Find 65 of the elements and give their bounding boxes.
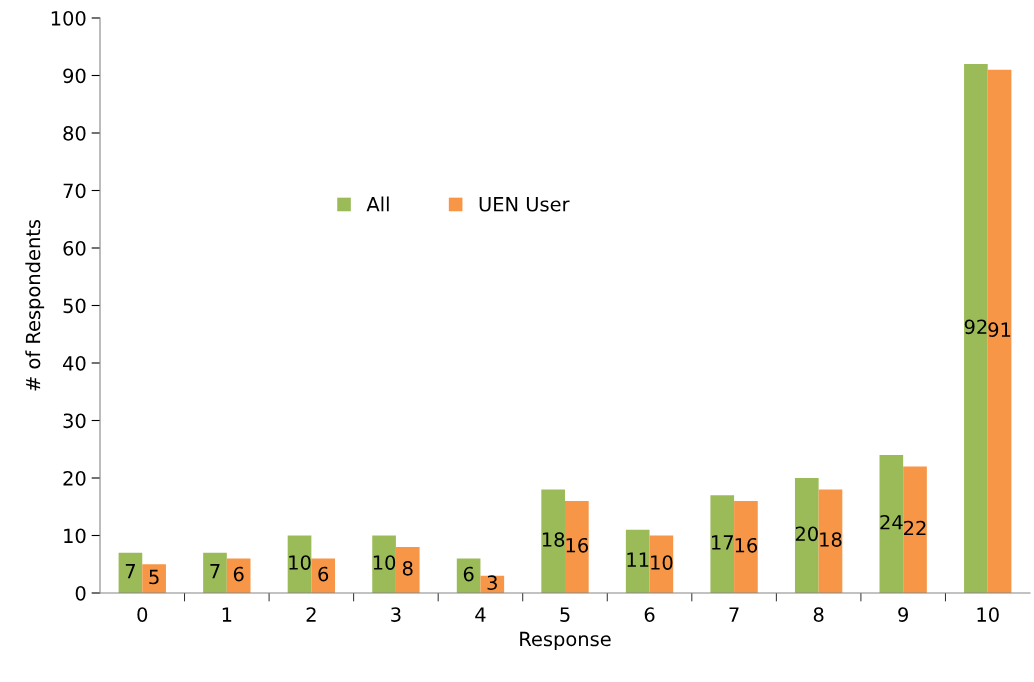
y-tick-label: 70 xyxy=(63,183,86,199)
bar xyxy=(710,495,735,593)
data-label: 7 xyxy=(210,564,220,579)
y-tick-label: 60 xyxy=(63,240,86,256)
data-label: 5 xyxy=(149,569,159,585)
x-tick-label: 0 xyxy=(137,607,148,622)
data-label: 6 xyxy=(233,566,244,582)
data-label: 16 xyxy=(566,537,588,553)
x-tick-label: 6 xyxy=(644,607,655,622)
bar xyxy=(879,455,904,593)
bar xyxy=(964,64,988,593)
x-tick-label: 8 xyxy=(813,607,824,622)
data-label: 6 xyxy=(318,566,329,582)
bar xyxy=(395,547,420,593)
data-label: 17 xyxy=(712,535,733,550)
data-label: 18 xyxy=(820,532,842,547)
bar xyxy=(372,535,396,593)
bar xyxy=(987,69,1012,593)
x-tick-label: 9 xyxy=(898,607,908,622)
bar xyxy=(203,552,227,593)
y-axis-title: # of Respondents xyxy=(25,219,45,391)
x-axis-title: Response xyxy=(520,631,611,651)
data-label: 11 xyxy=(627,552,649,567)
data-label: 20 xyxy=(795,526,818,542)
x-tick-label: 2 xyxy=(306,607,316,622)
data-label: 16 xyxy=(735,537,758,553)
bar xyxy=(903,466,927,593)
x-tick-label: 7 xyxy=(729,607,739,622)
bar xyxy=(565,501,589,593)
data-label: 3 xyxy=(487,575,497,591)
y-tick-label: 40 xyxy=(63,355,86,371)
data-label: 10 xyxy=(289,555,311,570)
data-label: 7 xyxy=(125,564,135,579)
data-label: 8 xyxy=(402,560,413,576)
x-tick-label: 1 xyxy=(222,607,232,622)
y-tick-label: 0 xyxy=(75,585,86,601)
y-tick-label: 100 xyxy=(51,10,86,26)
data-label: 24 xyxy=(880,514,903,530)
bar xyxy=(118,552,143,593)
y-tick-label: 10 xyxy=(64,528,86,544)
data-label: 6 xyxy=(463,566,474,582)
x-tick-label: 3 xyxy=(391,607,401,622)
x-tick-label: 10 xyxy=(977,607,999,622)
data-label: 18 xyxy=(542,532,565,547)
bar xyxy=(625,529,650,593)
data-label: 92 xyxy=(964,319,987,335)
bar xyxy=(541,489,565,593)
bar xyxy=(794,478,819,593)
y-tick-label: 50 xyxy=(63,298,86,314)
x-tick-label: 5 xyxy=(560,607,570,622)
bar xyxy=(142,564,166,593)
y-tick-label: 30 xyxy=(63,413,86,429)
bar xyxy=(734,501,758,593)
y-tick-label: 20 xyxy=(63,470,86,486)
data-label: 22 xyxy=(904,520,926,536)
bar xyxy=(311,558,336,593)
y-tick-label: 80 xyxy=(63,125,86,141)
data-label: 10 xyxy=(373,555,396,570)
data-label: 10 xyxy=(651,555,673,570)
legend-label: All xyxy=(366,196,389,212)
x-tick-label: 4 xyxy=(475,607,486,622)
bar xyxy=(818,489,843,593)
data-label: 91 xyxy=(988,322,1011,338)
y-tick-label: 90 xyxy=(63,68,86,84)
legend-label: UEN User xyxy=(479,197,570,212)
